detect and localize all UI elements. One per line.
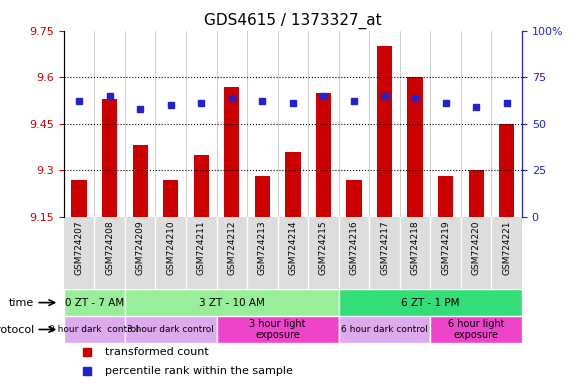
Bar [163, 180, 179, 217]
Text: protocol: protocol [0, 324, 34, 334]
Bar [285, 152, 300, 217]
Text: GSM724210: GSM724210 [166, 220, 175, 275]
Text: GSM724220: GSM724220 [472, 220, 481, 275]
Bar [224, 86, 240, 217]
Bar [499, 124, 514, 217]
Bar [438, 177, 454, 217]
Text: GSM724212: GSM724212 [227, 220, 236, 275]
Text: GSM724219: GSM724219 [441, 220, 450, 275]
Text: GSM724217: GSM724217 [380, 220, 389, 275]
Text: GSM724208: GSM724208 [105, 220, 114, 275]
Text: GSM724218: GSM724218 [411, 220, 419, 275]
Bar [71, 180, 86, 217]
Text: GSM724207: GSM724207 [75, 220, 84, 275]
Text: GSM724211: GSM724211 [197, 220, 206, 275]
Text: GSM724221: GSM724221 [502, 220, 511, 275]
Bar [194, 155, 209, 217]
Text: transformed count: transformed count [105, 347, 209, 357]
Bar [255, 177, 270, 217]
Text: 0 ZT - 7 AM: 0 ZT - 7 AM [65, 298, 124, 308]
Bar [316, 93, 331, 217]
Text: 6 hour dark control: 6 hour dark control [341, 325, 428, 334]
Bar [339, 316, 430, 343]
Text: 6 hour light
exposure: 6 hour light exposure [448, 319, 505, 340]
Bar [339, 289, 522, 316]
Bar [469, 170, 484, 217]
Title: GDS4615 / 1373327_at: GDS4615 / 1373327_at [204, 13, 382, 29]
Bar [430, 316, 522, 343]
Bar [125, 316, 216, 343]
Bar [377, 46, 392, 217]
Text: time: time [9, 298, 34, 308]
Text: 3 ZT - 10 AM: 3 ZT - 10 AM [199, 298, 264, 308]
Bar [346, 180, 362, 217]
Text: 0 hour dark  control: 0 hour dark control [49, 325, 139, 334]
Text: GSM724214: GSM724214 [288, 220, 298, 275]
Text: 3 hour light
exposure: 3 hour light exposure [249, 319, 306, 340]
Bar [102, 99, 117, 217]
Text: 3 hour dark control: 3 hour dark control [127, 325, 214, 334]
Text: GSM724215: GSM724215 [319, 220, 328, 275]
Text: GSM724209: GSM724209 [136, 220, 144, 275]
Text: GSM724216: GSM724216 [350, 220, 358, 275]
Text: percentile rank within the sample: percentile rank within the sample [105, 366, 293, 376]
Bar [64, 289, 125, 316]
Bar [216, 316, 339, 343]
Text: GSM724213: GSM724213 [258, 220, 267, 275]
Bar [407, 77, 423, 217]
Bar [125, 289, 339, 316]
Bar [132, 146, 148, 217]
Text: 6 ZT - 1 PM: 6 ZT - 1 PM [401, 298, 459, 308]
Bar [64, 316, 125, 343]
